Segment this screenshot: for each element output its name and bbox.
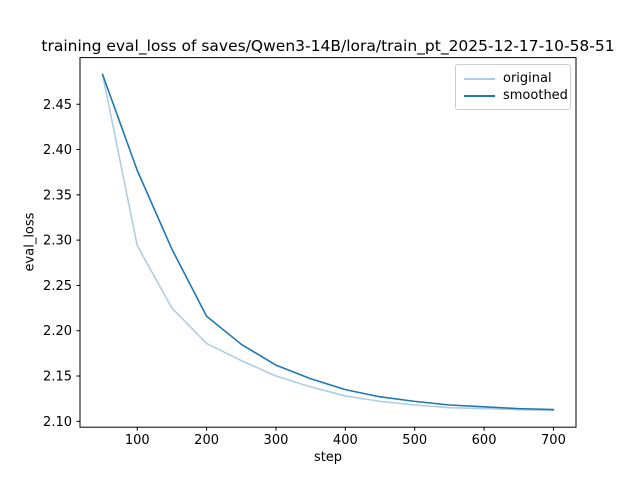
x-tick-label: 300 (264, 433, 289, 448)
x-tick-label: 700 (541, 433, 566, 448)
legend-entry-smoothed: smoothed (464, 87, 568, 104)
legend: original smoothed (455, 64, 571, 110)
x-axis-label: step (313, 450, 343, 465)
y-tick-label: 2.30 (43, 234, 72, 249)
chart-title: training eval_loss of saves/Qwen3-14B/lo… (41, 37, 615, 55)
x-tick-label: 600 (472, 433, 497, 448)
original-line-swatch (464, 77, 495, 80)
legend-label-original: original (503, 71, 552, 86)
x-tick-label: 500 (402, 433, 427, 448)
legend-entry-original: original (464, 70, 562, 87)
x-tick-label: 200 (194, 433, 219, 448)
axes-spines (79, 57, 577, 428)
y-tick-label: 2.45 (43, 98, 72, 113)
y-tick-label: 2.25 (43, 279, 72, 294)
legend-label-smoothed: smoothed (503, 88, 568, 103)
smoothed-line-swatch (464, 94, 495, 97)
y-tick-label: 2.10 (43, 415, 72, 430)
x-tick-label: 100 (125, 433, 150, 448)
series-line-original (101, 73, 555, 412)
x-tick-label: 400 (333, 433, 358, 448)
y-tick-label: 2.15 (43, 370, 72, 385)
y-tick-label: 2.40 (43, 143, 72, 158)
y-axis-label: eval_loss (22, 212, 38, 272)
series-line-smoothed (101, 73, 555, 411)
y-tick-label: 2.35 (43, 188, 72, 203)
y-tick-label: 2.20 (43, 324, 72, 339)
